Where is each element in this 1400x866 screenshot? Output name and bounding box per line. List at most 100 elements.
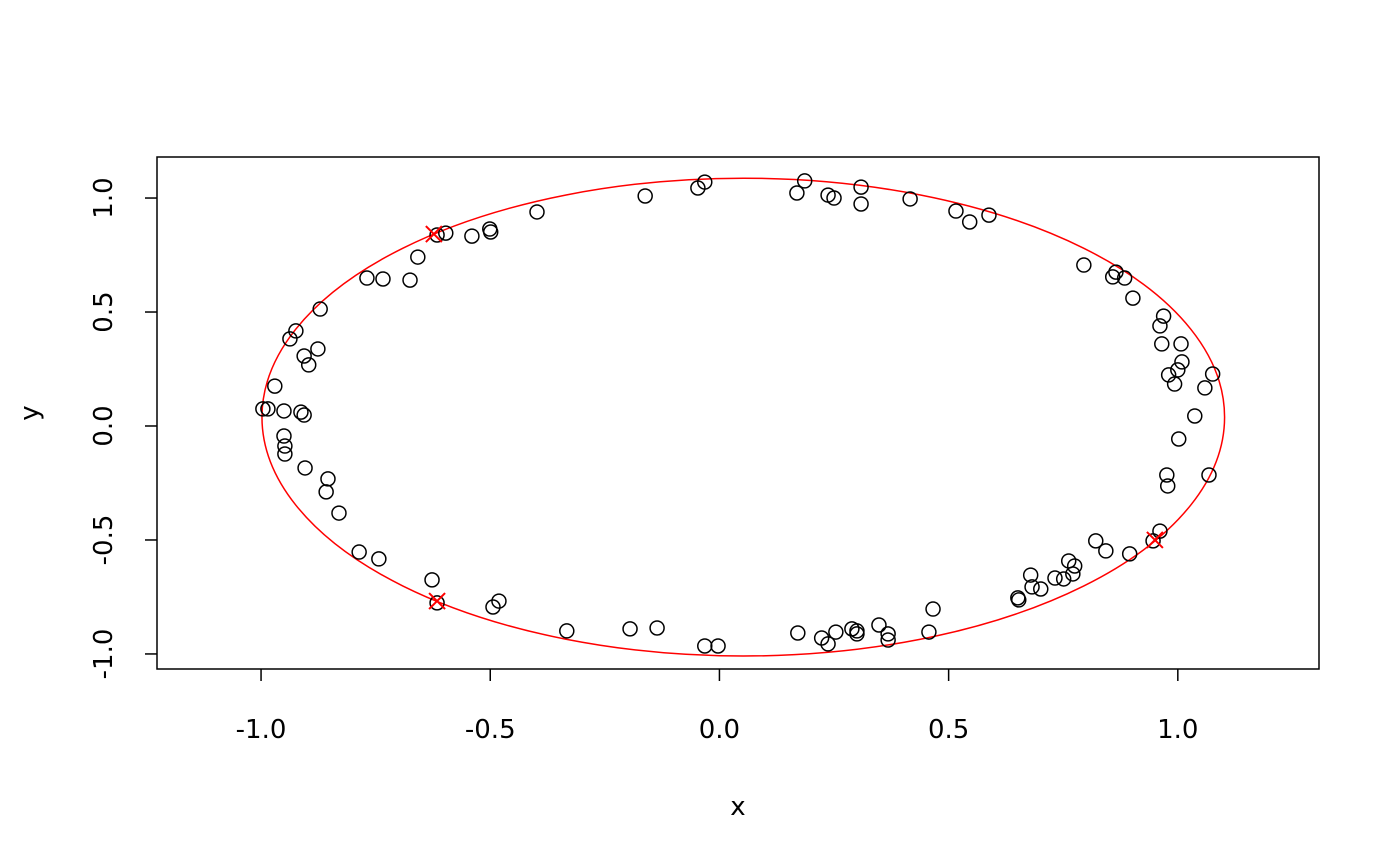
data-point	[637, 188, 653, 204]
highlight-point	[1146, 531, 1164, 549]
data-point	[331, 505, 347, 521]
data-point	[1022, 567, 1039, 583]
data-point	[482, 224, 499, 240]
data-point	[1011, 592, 1027, 608]
data-point	[1060, 553, 1077, 569]
data-point	[310, 341, 326, 357]
data-point	[410, 249, 426, 265]
data-point	[1173, 336, 1189, 352]
data-point	[880, 632, 896, 648]
data-point	[948, 203, 964, 219]
data-point	[849, 626, 865, 642]
highlight-point	[428, 592, 446, 610]
data-point	[1159, 478, 1176, 494]
data-point	[1047, 570, 1063, 586]
data-point	[981, 207, 997, 223]
data-point	[293, 404, 309, 420]
x-tick-label: -1.0	[236, 715, 287, 745]
data-point	[844, 621, 860, 637]
y-axis-label: y	[15, 405, 45, 420]
data-point	[880, 626, 896, 642]
y-tick-label: 1.0	[89, 177, 119, 218]
data-point	[351, 544, 367, 560]
data-point	[1098, 543, 1114, 559]
data-point	[1065, 566, 1081, 582]
data-point	[491, 593, 507, 609]
data-point	[1108, 264, 1124, 280]
data-point	[961, 214, 978, 230]
data-point	[318, 484, 334, 500]
data-point	[1125, 290, 1141, 306]
data-point	[267, 378, 283, 394]
data-point	[826, 190, 842, 206]
data-point	[359, 270, 375, 286]
x-tick-label: -0.5	[465, 715, 516, 745]
data-point	[796, 173, 813, 189]
data-point	[902, 191, 918, 207]
highlight-point	[425, 225, 443, 243]
data-point	[1055, 571, 1072, 587]
data-point	[282, 331, 298, 347]
data-point	[1145, 533, 1161, 549]
data-point	[297, 460, 313, 476]
data-point	[1201, 467, 1217, 483]
data-point	[296, 348, 312, 364]
data-point	[1170, 431, 1187, 447]
plot-frame	[156, 156, 1320, 670]
data-point	[871, 617, 887, 633]
data-point	[276, 428, 292, 444]
data-point	[255, 401, 271, 417]
data-point	[438, 225, 454, 241]
data-point	[260, 401, 276, 417]
data-point	[622, 621, 638, 637]
data-point	[820, 636, 836, 652]
data-point	[925, 601, 941, 617]
data-point	[697, 174, 713, 190]
data-point	[710, 638, 726, 654]
data-point	[300, 357, 317, 373]
y-tick-label: 0.0	[89, 405, 119, 446]
data-point	[277, 446, 293, 462]
data-point	[853, 179, 869, 195]
data-point	[296, 407, 312, 423]
data-point	[529, 204, 545, 220]
data-point	[1088, 533, 1104, 549]
data-point	[1174, 354, 1190, 370]
data-point	[429, 227, 445, 243]
data-point	[312, 301, 328, 317]
x-tick-label: 0.5	[928, 715, 969, 745]
data-point	[375, 271, 391, 287]
data-point	[649, 620, 665, 636]
data-point	[1121, 546, 1138, 562]
data-point	[559, 623, 575, 639]
data-point	[1187, 408, 1203, 424]
data-point	[1197, 380, 1213, 396]
data-point	[1116, 270, 1133, 286]
data-point	[1166, 376, 1183, 392]
data-point	[1204, 366, 1221, 382]
data-point	[371, 551, 387, 567]
data-point	[1152, 318, 1168, 334]
data-point	[424, 572, 440, 588]
data-point	[485, 599, 501, 615]
x-tick-label: 0.0	[699, 715, 740, 745]
y-tick-label: 0.5	[89, 291, 119, 332]
data-point	[853, 196, 869, 212]
data-point	[828, 624, 844, 640]
y-tick-label: -1.0	[89, 629, 119, 680]
data-point	[1159, 467, 1175, 483]
y-tick-label: -0.5	[89, 515, 119, 566]
data-point	[277, 438, 293, 454]
data-point	[789, 185, 805, 201]
data-point	[276, 403, 292, 419]
data-point	[1155, 308, 1172, 324]
data-point	[697, 638, 713, 654]
data-point	[429, 595, 445, 611]
data-point	[464, 228, 480, 244]
data-point	[1170, 362, 1186, 378]
data-point	[1033, 581, 1049, 597]
fitted-ellipse	[261, 177, 1226, 657]
data-point	[1076, 257, 1092, 273]
data-point	[1104, 269, 1121, 285]
